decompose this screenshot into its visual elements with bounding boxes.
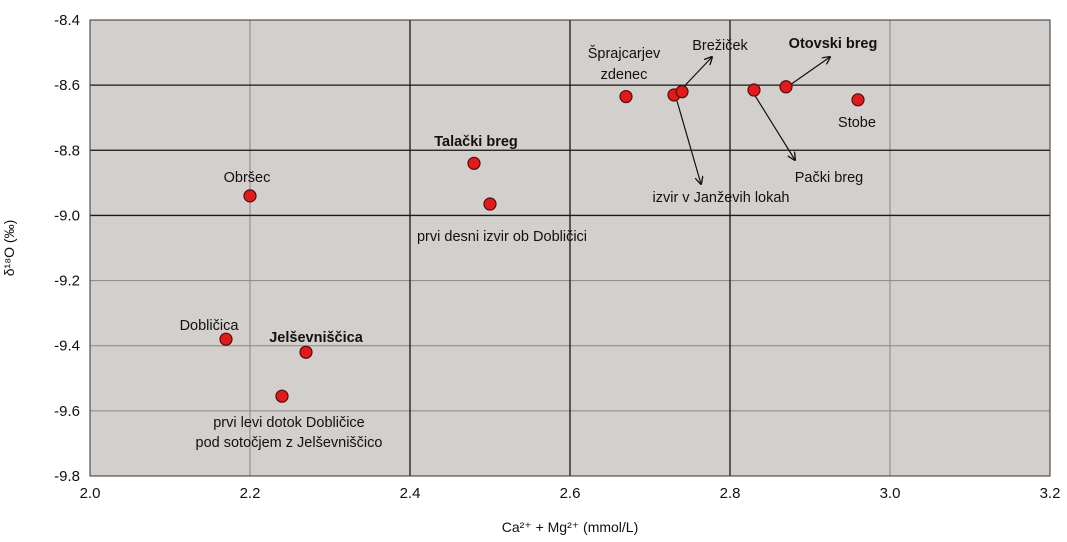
data-point [779, 80, 793, 94]
y-tick-label: -9.8 [54, 468, 80, 485]
annotation-talacki-breg: Talački breg [434, 134, 518, 150]
annotation-doblicica: Dobličica [180, 318, 240, 334]
data-point [467, 156, 481, 170]
data-point [275, 389, 289, 403]
data-point [619, 89, 633, 104]
annotation-prvi-levi-dotok-line1: prvi levi dotok Dobličice [213, 415, 365, 431]
x-tick-label: 3.2 [1040, 485, 1061, 502]
plot-border [89, 19, 1051, 477]
y-tick-label: -8.8 [54, 142, 80, 159]
annotation-arrows [675, 57, 830, 184]
annotation-obrsec: Obršec [224, 170, 271, 186]
y-tick-label: -9.6 [54, 403, 80, 420]
annotation-brezicek: Brežiček [692, 38, 748, 54]
y-tick-label: -9.2 [54, 273, 80, 290]
x-tick-label: 2.0 [80, 485, 101, 502]
annotation-prvi-desni-izvir: prvi desni izvir ob Dobličici [417, 229, 587, 245]
y-tick-label: -9.0 [54, 207, 80, 224]
data-point [675, 85, 689, 99]
data-point [299, 345, 313, 359]
x-tick-label: 2.6 [560, 485, 581, 502]
x-tick-label: 3.0 [880, 485, 901, 502]
x-tick-label: 2.8 [720, 485, 741, 502]
annotation-sprajcarjev-line2: zdenec [601, 67, 648, 83]
x-axis-ticks: 2.0 2.2 2.4 2.6 2.8 3.0 3.2 [80, 485, 1061, 502]
annotations: Obršec Dobličica Jelševniščica prvi levi… [180, 36, 878, 451]
x-tick-label: 2.2 [240, 485, 261, 502]
y-tick-label: -8.4 [54, 12, 80, 29]
data-point [747, 83, 761, 97]
arrow-packi-breg [753, 93, 795, 160]
annotation-otovski-breg: Otovski breg [789, 36, 878, 52]
arrow-otovski-breg [789, 57, 830, 86]
annotation-stobe: Stobe [838, 115, 876, 131]
data-point [851, 93, 865, 107]
data-point [483, 197, 497, 211]
annotation-sprajcarjev-line1: Šprajcarjev [588, 45, 661, 62]
major-grid [90, 20, 1050, 476]
y-axis-label: δ¹⁸O (‰) [1, 220, 17, 276]
annotation-jelsevniscica: Jelševniščica [269, 330, 363, 346]
y-tick-label: -9.4 [54, 338, 80, 355]
x-tick-label: 2.4 [400, 485, 421, 502]
data-point [219, 332, 233, 346]
arrow-izvir-v-janzevih-lokah [676, 100, 701, 184]
x-axis-label: Ca²⁺ + Mg²⁺ (mmol/L) [502, 519, 639, 535]
annotation-prvi-levi-dotok-line2: pod sotočjem z Jelševniščico [196, 435, 383, 451]
data-points [219, 80, 865, 403]
data-point [243, 189, 257, 203]
annotation-packi-breg: Pački breg [795, 170, 864, 186]
y-tick-label: -8.6 [54, 77, 80, 94]
y-axis-ticks: -8.4 -8.6 -8.8 -9.0 -9.2 -9.4 -9.6 -9.8 [54, 12, 80, 485]
annotation-izvir-v-janzevih-lokah: izvir v Janževih lokah [653, 190, 790, 206]
